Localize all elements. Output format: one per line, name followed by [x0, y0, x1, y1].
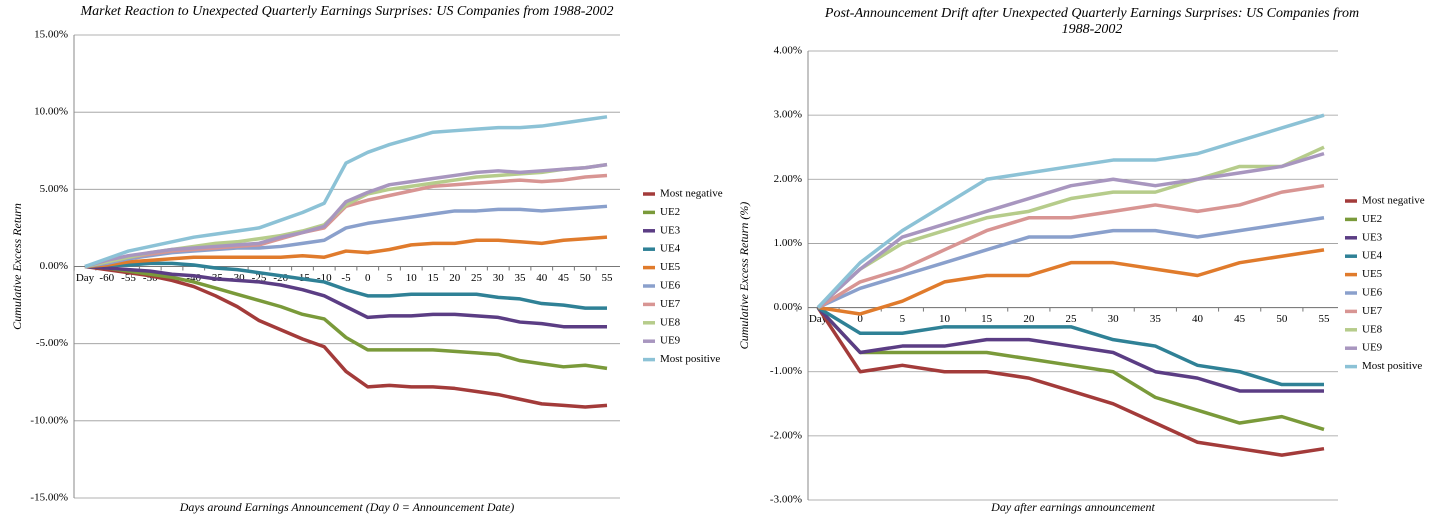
series-line	[84, 261, 607, 310]
x-tick-label: 50	[580, 272, 592, 284]
x-tick-label: 35	[515, 272, 527, 284]
legend-label: UE7	[1362, 305, 1383, 317]
y-tick-label: 3.00%	[774, 109, 802, 121]
y-tick-label: -1.00%	[770, 365, 802, 377]
legend-label: UE7	[660, 298, 681, 310]
title-line: 1988-2002	[1062, 22, 1123, 37]
series-line	[816, 306, 1324, 393]
x-tick-label: -5	[341, 272, 351, 284]
series-line	[84, 264, 607, 329]
x-tick-label: 15	[981, 313, 993, 325]
series-line	[84, 115, 608, 269]
series-line	[817, 216, 1325, 310]
series-line	[84, 235, 608, 269]
series-line	[817, 183, 1325, 310]
y-tick-label: 15.00%	[34, 29, 68, 41]
x-tick-label: -55	[121, 272, 136, 284]
y-tick-label: 1.00%	[774, 237, 802, 249]
legend-label: UE2	[1362, 213, 1382, 225]
x-tick-label: 55	[1319, 313, 1331, 325]
x-tick-label: 40	[536, 272, 548, 284]
chart-title: Post-Announcement Drift after Unexpected…	[824, 6, 1359, 37]
x-tick-label: 25	[1066, 313, 1078, 325]
y-tick-label: 0.00%	[774, 301, 802, 313]
legend-label: UE9	[660, 335, 681, 347]
y-tick-label: 10.00%	[34, 106, 68, 118]
y-tick-label: -2.00%	[770, 429, 802, 441]
series-line	[84, 204, 608, 269]
legend-label: UE8	[1362, 323, 1383, 335]
y-tick-label: -5.00%	[36, 337, 68, 349]
series-line	[84, 162, 608, 269]
y-tick-label: 5.00%	[40, 183, 68, 195]
legend-label: UE2	[660, 206, 680, 218]
legend-label: UE6	[1362, 287, 1383, 299]
series-line	[84, 264, 608, 409]
legend-label: UE8	[660, 316, 681, 328]
series-line	[816, 306, 1325, 457]
y-axis-title: Cumulative Excess Return	[10, 203, 24, 330]
y-tick-label: 4.00%	[774, 45, 802, 57]
y-axis-title: Cumulative Excess Return (%)	[737, 202, 751, 350]
title-line: Post-Announcement Drift after Unexpected…	[824, 6, 1359, 21]
x-tick-label: 30	[1108, 313, 1120, 325]
x-tick-label: 25	[471, 272, 483, 284]
x-tick-label: 5	[387, 272, 393, 284]
y-tick-label: 0.00%	[40, 260, 68, 272]
legend-label: UE4	[1362, 250, 1383, 262]
x-tick-label: 20	[449, 272, 461, 284]
x-tick-label: 45	[558, 272, 570, 284]
chart: Market Reaction to Unexpected Quarterly …	[10, 4, 723, 514]
series-line	[816, 306, 1325, 432]
series-line	[817, 248, 1325, 316]
x-tick-label: 30	[493, 272, 505, 284]
legend-label: Most positive	[660, 353, 720, 365]
x-tick-label: 15	[428, 272, 440, 284]
x-tick-label: 10	[406, 272, 418, 284]
x-tick-label: 20	[1023, 313, 1035, 325]
x-tick-label: Day	[76, 272, 95, 284]
chart-title: Market Reaction to Unexpected Quarterly …	[80, 4, 614, 19]
y-tick-label: -15.00%	[30, 492, 68, 504]
x-tick-label: 5	[900, 313, 906, 325]
x-tick-label: 0	[365, 272, 371, 284]
x-tick-label: 45	[1234, 313, 1246, 325]
x-tick-label: 0	[857, 313, 863, 325]
legend-label: UE6	[660, 280, 681, 292]
legend-label: UE5	[660, 261, 681, 273]
chart: Post-Announcement Drift after Unexpected…	[737, 6, 1425, 514]
series-line	[816, 113, 1325, 309]
x-axis-title: Days around Earnings Announcement (Day 0…	[179, 500, 514, 514]
y-tick-label: -3.00%	[770, 494, 802, 506]
y-tick-label: 2.00%	[774, 173, 802, 185]
x-axis-title: Day after earnings announcement	[990, 500, 1155, 514]
x-tick-label: -60	[99, 272, 114, 284]
x-tick-label: 35	[1150, 313, 1162, 325]
legend-label: Most negative	[1362, 195, 1425, 207]
legend-label: UE4	[660, 243, 681, 255]
x-tick-label: 55	[602, 272, 614, 284]
x-tick-label: 50	[1276, 313, 1288, 325]
y-tick-label: -10.00%	[30, 414, 68, 426]
legend-label: UE3	[660, 224, 681, 236]
legend-label: UE3	[1362, 231, 1383, 243]
x-tick-label: 40	[1192, 313, 1204, 325]
legend-label: Most negative	[660, 188, 723, 200]
legend-label: UE9	[1362, 342, 1383, 354]
legend-label: UE5	[1362, 268, 1383, 280]
series-line	[816, 145, 1325, 309]
x-tick-label: 10	[939, 313, 951, 325]
legend-label: Most positive	[1362, 360, 1422, 372]
series-line	[817, 306, 1324, 387]
series-line	[84, 264, 608, 371]
series-line	[816, 151, 1325, 309]
